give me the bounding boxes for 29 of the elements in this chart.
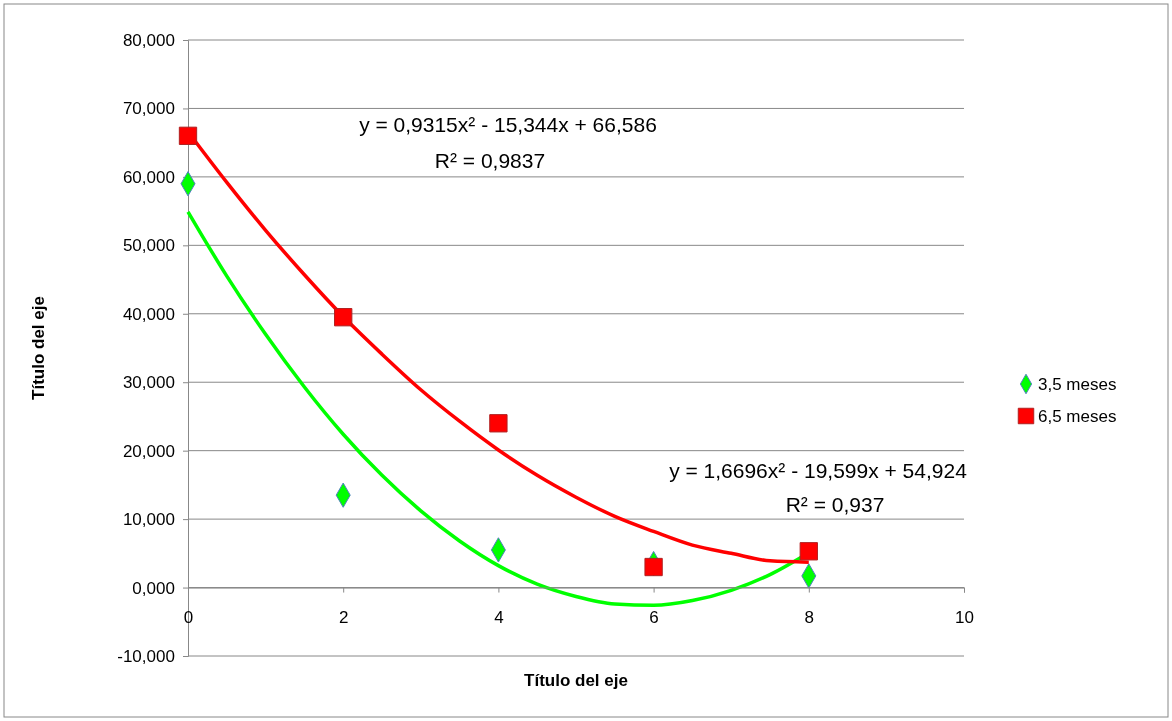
y-tick-label: 30,000 [122,373,175,393]
x-tick-label: 6 [649,607,659,627]
annotation: y = 0,9315x² - 15,344x + 66,586 [359,113,657,136]
point [334,308,353,327]
y-axis-title: Título del eje [29,296,48,400]
point [644,557,663,577]
annotation: y = 1,6696x² - 19,599x + 54,924 [669,459,968,482]
point [489,414,508,433]
y-tick-label: 10,000 [122,510,175,530]
point [178,126,198,145]
y-tick-label: 40,000 [122,304,175,324]
y-tick-label: 60,000 [122,167,175,187]
y-tick-label: 80,000 [122,30,175,50]
y-tick-label: 0,000 [132,578,175,598]
x-tick-label: 0 [183,607,194,627]
y-tick-label: 70,000 [122,99,175,119]
x-tick-label: 10 [955,607,974,627]
y-tick-label: -10,000 [117,646,175,666]
y-tick-label: 50,000 [122,236,175,256]
point [799,542,818,561]
annotation: R² = 0,937 [785,493,885,516]
legend-label: 6,5 meses [1038,406,1117,426]
annotation: R² = 0,9837 [434,149,546,172]
x-tick-label: 8 [804,607,815,627]
x-tick-label: 2 [338,607,349,627]
y-tick-label: 20,000 [122,441,175,461]
x-axis-title: Título del eje [524,671,628,690]
x-tick-label: 4 [494,607,504,627]
legend-label: 3,5 meses [1038,374,1117,394]
